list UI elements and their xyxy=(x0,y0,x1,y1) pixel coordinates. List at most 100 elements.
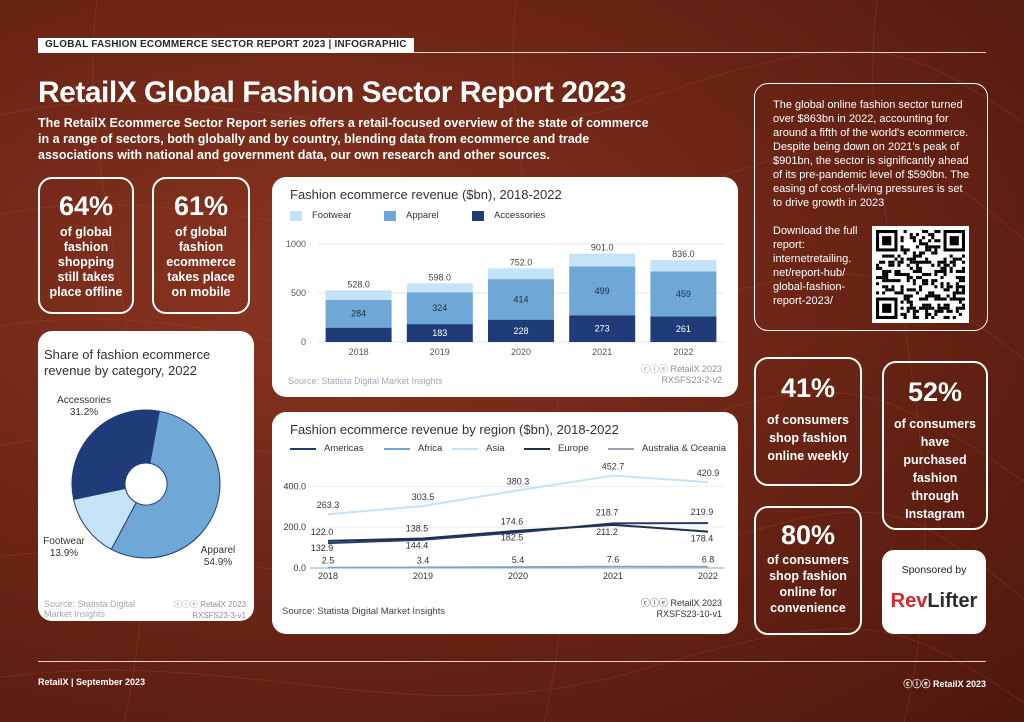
qr-module xyxy=(925,245,929,249)
legend-accessories: Accessories xyxy=(472,210,545,221)
stat-convenience: 80% of consumers shop fashion online for… xyxy=(754,506,862,635)
qr-module xyxy=(906,288,910,292)
qr-module xyxy=(903,272,907,277)
donut-value-label: 31.2% xyxy=(70,407,98,418)
qr-module xyxy=(928,245,932,249)
qr-module xyxy=(940,282,944,286)
qr-module xyxy=(937,230,941,234)
qr-module xyxy=(928,239,932,243)
qr-module xyxy=(891,260,895,264)
qr-module xyxy=(891,285,895,289)
qr-module xyxy=(940,266,944,270)
qr-module xyxy=(961,266,965,270)
qr-module xyxy=(915,276,919,280)
qr-module xyxy=(894,279,898,283)
qr-module xyxy=(909,266,913,270)
footer-right-text: RetailX 2023 xyxy=(932,679,986,689)
bar-apparel-label: 414 xyxy=(513,294,528,304)
bar-accessories-label: 261 xyxy=(676,324,691,334)
qr-module xyxy=(909,303,913,307)
qr-module xyxy=(879,266,883,270)
qr-module xyxy=(876,291,880,295)
line-y-tick-label: 0.0 xyxy=(293,563,306,573)
qr-module xyxy=(876,266,880,270)
download-text[interactable]: Download the full report: internetretail… xyxy=(773,225,858,307)
qr-module xyxy=(937,269,941,273)
qr-module xyxy=(888,269,892,273)
donut-name-label: Footwear xyxy=(43,536,85,547)
qr-module xyxy=(900,239,904,243)
qr-module xyxy=(922,279,926,283)
bar-total-label: 752.0 xyxy=(510,257,533,267)
qr-module xyxy=(888,254,892,258)
qr-code[interactable] xyxy=(872,226,969,323)
qr-module xyxy=(876,276,880,280)
qr-module xyxy=(918,254,923,258)
bar-footwear-2021 xyxy=(569,253,636,267)
qr-module xyxy=(906,276,910,280)
qr-module xyxy=(943,303,947,307)
qr-module xyxy=(955,257,959,261)
qr-module xyxy=(897,269,901,273)
qr-module xyxy=(925,309,929,313)
qr-module xyxy=(885,276,889,280)
qr-module xyxy=(934,245,938,249)
qr-module xyxy=(918,251,923,255)
bar-chart-plot: 0 500 1000 528.0 284 2018 598.0 324 183 2019 752.0… xyxy=(286,239,724,357)
qr-module xyxy=(928,291,932,295)
qr-module xyxy=(885,272,889,277)
bar-apparel-2021 xyxy=(569,266,636,316)
qr-module xyxy=(961,285,965,289)
qr-module xyxy=(937,294,941,298)
qr-module xyxy=(928,303,932,307)
line-y-tick-label: 200.0 xyxy=(283,522,306,532)
donut-name-label: Accessories xyxy=(57,395,111,406)
bar-footwear-2022 xyxy=(650,260,717,272)
qr-module xyxy=(894,257,898,261)
revlifter-logo: RevLifter xyxy=(882,590,986,613)
qr-finder-core xyxy=(882,303,892,313)
legend-africa-label: Africa xyxy=(418,443,443,454)
donut-chart-code: RXSFS23-3-v1 xyxy=(192,611,246,620)
line-series-1 xyxy=(327,565,709,569)
legend-americas: Americas xyxy=(290,443,364,454)
qr-module xyxy=(952,257,956,261)
donut-slice-footwear xyxy=(73,487,137,551)
qr-module xyxy=(915,254,919,258)
qr-module xyxy=(912,306,916,310)
legend-australia: Australia & Oceania xyxy=(608,443,726,454)
qr-module xyxy=(922,236,926,240)
qr-module xyxy=(900,288,904,292)
qr-module xyxy=(961,297,965,301)
qr-module xyxy=(885,254,889,258)
line-data-label: 303.5 xyxy=(412,492,435,502)
bar-chart-code: RXSFS23-2-v2 xyxy=(661,375,722,385)
cc-icon: ⓒⓘⓔ xyxy=(640,598,668,608)
stat-mobile: 61% of global fashion ecommerce takes pl… xyxy=(152,177,250,314)
qr-module xyxy=(925,315,929,319)
qr-module xyxy=(906,279,910,283)
qr-module xyxy=(906,257,910,261)
bar-apparel-label: 324 xyxy=(432,303,447,313)
bar-apparel-2022 xyxy=(650,271,717,317)
qr-module xyxy=(912,251,916,255)
stat-mobile-value: 61% xyxy=(173,191,229,221)
qr-module xyxy=(882,269,886,273)
sponsor-box[interactable]: Sponsored by RevLifter xyxy=(882,550,986,634)
qr-module xyxy=(958,279,962,283)
qr-module xyxy=(922,306,926,310)
qr-module xyxy=(946,294,950,298)
qr-module xyxy=(940,285,944,289)
qr-module xyxy=(943,272,947,277)
qr-module xyxy=(900,272,904,277)
donut-chart-source: Source: Statista Digital Market Insights xyxy=(44,599,136,619)
qr-module xyxy=(912,309,916,313)
qr-module xyxy=(915,260,919,264)
line-data-label: 218.7 xyxy=(596,507,619,517)
bar-accessories-2022 xyxy=(650,316,717,342)
qr-module xyxy=(955,269,959,273)
qr-module xyxy=(943,297,947,301)
qr-module xyxy=(934,239,938,243)
qr-module xyxy=(955,288,959,292)
qr-module xyxy=(961,279,965,283)
